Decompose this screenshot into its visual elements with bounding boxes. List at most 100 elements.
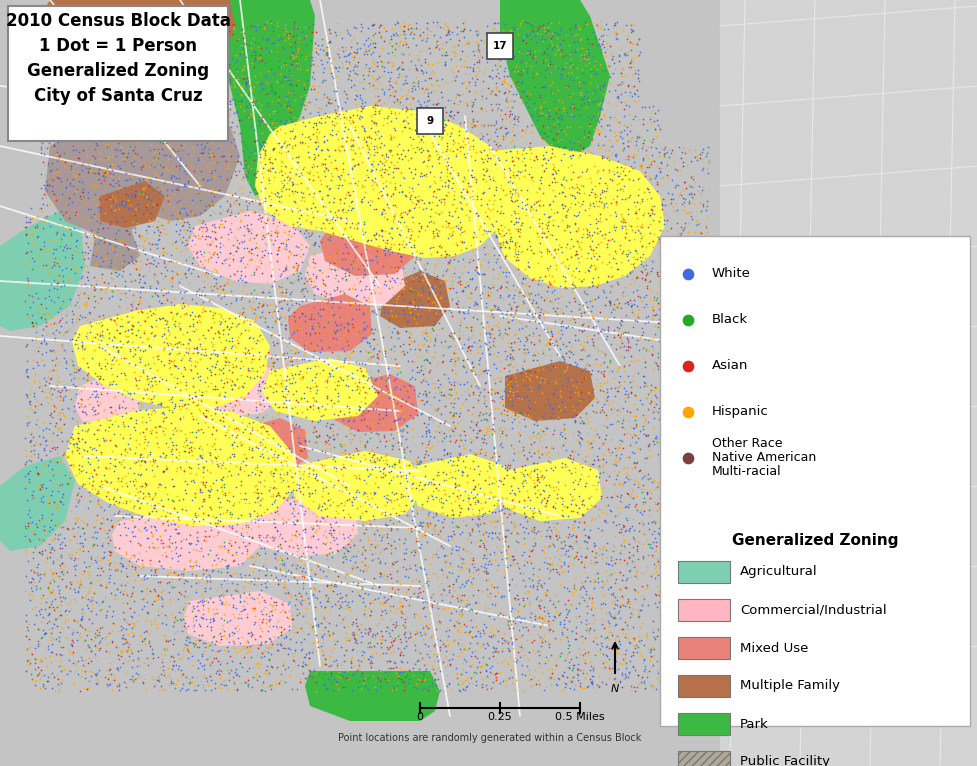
Point bbox=[159, 184, 175, 196]
Point bbox=[534, 227, 550, 239]
Point bbox=[181, 277, 196, 289]
Point bbox=[683, 171, 699, 183]
Point bbox=[284, 52, 300, 64]
Point bbox=[147, 330, 162, 342]
Point bbox=[239, 519, 255, 532]
Point bbox=[460, 266, 476, 278]
Point bbox=[73, 279, 89, 291]
Point bbox=[355, 404, 370, 417]
Point bbox=[124, 394, 140, 406]
Point bbox=[340, 247, 356, 260]
Point bbox=[685, 406, 701, 418]
Point bbox=[377, 409, 393, 421]
Point bbox=[448, 375, 464, 387]
Point bbox=[427, 332, 443, 344]
Point bbox=[136, 325, 151, 337]
Point bbox=[173, 572, 189, 584]
Point bbox=[39, 184, 55, 196]
Point bbox=[429, 633, 445, 645]
Point bbox=[486, 242, 501, 254]
Point bbox=[216, 574, 232, 586]
Point bbox=[663, 679, 679, 691]
Point bbox=[478, 543, 493, 555]
Point bbox=[460, 214, 476, 226]
Point bbox=[494, 78, 510, 90]
Point bbox=[270, 29, 285, 41]
Point bbox=[629, 308, 645, 320]
Point bbox=[462, 321, 478, 333]
Point bbox=[514, 643, 530, 655]
Point bbox=[70, 466, 86, 479]
Point bbox=[484, 303, 499, 316]
Point bbox=[144, 251, 159, 264]
Point bbox=[365, 287, 381, 300]
Point bbox=[304, 161, 319, 173]
Point bbox=[276, 656, 291, 668]
Point bbox=[373, 31, 389, 44]
Point bbox=[322, 669, 338, 682]
Point bbox=[690, 389, 705, 401]
Point bbox=[479, 128, 494, 140]
Point bbox=[433, 174, 448, 186]
Point bbox=[226, 21, 241, 34]
Point bbox=[143, 618, 158, 630]
Point bbox=[127, 343, 143, 355]
Point bbox=[597, 395, 613, 408]
Point bbox=[91, 192, 106, 205]
Point bbox=[343, 139, 359, 152]
Point bbox=[136, 159, 151, 172]
Point bbox=[215, 520, 231, 532]
Point bbox=[561, 336, 576, 348]
Point bbox=[444, 293, 459, 305]
Point bbox=[670, 286, 686, 298]
Point bbox=[463, 150, 479, 162]
Point bbox=[33, 454, 49, 466]
Point bbox=[191, 171, 206, 183]
Point bbox=[576, 306, 592, 318]
Point bbox=[411, 547, 427, 559]
Point bbox=[299, 572, 315, 584]
Point bbox=[116, 57, 132, 70]
Point bbox=[198, 200, 214, 212]
Point bbox=[358, 44, 373, 56]
Point bbox=[145, 536, 160, 548]
Point bbox=[500, 579, 516, 591]
Point bbox=[328, 29, 344, 41]
Point bbox=[360, 436, 375, 448]
Point bbox=[191, 222, 206, 234]
Point bbox=[556, 617, 572, 630]
Point bbox=[193, 486, 209, 498]
Point bbox=[658, 516, 673, 529]
Point bbox=[129, 21, 145, 34]
Point bbox=[86, 531, 102, 543]
Point bbox=[532, 28, 548, 40]
Point bbox=[508, 169, 524, 182]
Point bbox=[65, 144, 81, 156]
Point bbox=[566, 451, 581, 463]
Point bbox=[70, 247, 86, 259]
Point bbox=[147, 582, 162, 594]
Point bbox=[327, 117, 343, 129]
Point bbox=[120, 119, 136, 131]
Point bbox=[293, 427, 309, 439]
Point bbox=[128, 263, 144, 275]
Point bbox=[83, 279, 99, 291]
Point bbox=[117, 274, 133, 286]
Point bbox=[577, 529, 593, 541]
Point bbox=[130, 324, 146, 336]
Point bbox=[139, 156, 154, 169]
Point bbox=[338, 214, 354, 226]
Point bbox=[355, 540, 370, 552]
Point bbox=[630, 678, 646, 690]
Point bbox=[166, 612, 182, 624]
Point bbox=[66, 131, 82, 143]
Point bbox=[240, 440, 256, 453]
Point bbox=[86, 464, 102, 476]
Point bbox=[208, 511, 224, 523]
Point bbox=[276, 309, 292, 322]
Point bbox=[118, 676, 134, 689]
Point bbox=[46, 188, 62, 201]
Point bbox=[693, 187, 708, 199]
Point bbox=[517, 159, 532, 171]
Point bbox=[429, 597, 445, 610]
